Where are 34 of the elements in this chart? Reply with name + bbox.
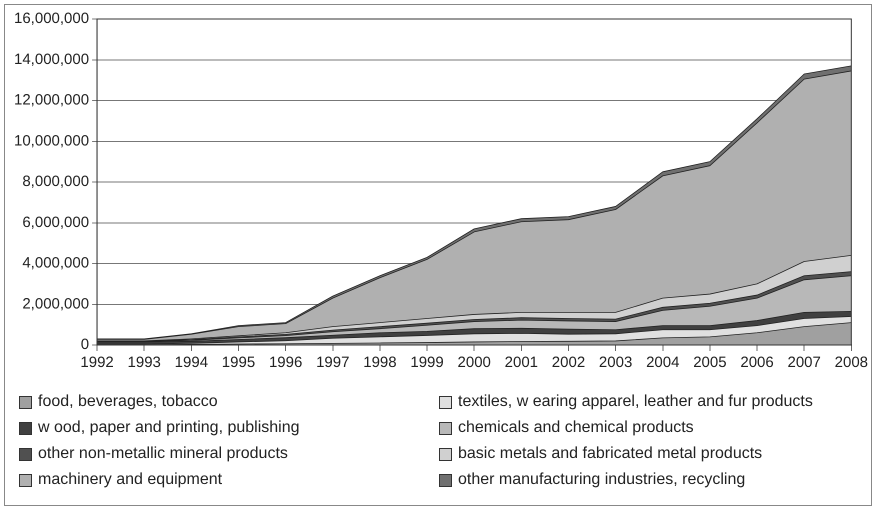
legend-label: chemicals and chemical products [458,419,694,437]
y-tick-label: 4,000,000 [22,254,90,272]
x-tick-label: 1996 [268,354,302,372]
y-tick-label: 0 [80,336,90,354]
x-tick-label: 2006 [740,354,774,372]
legend-label: textiles, w earing apparel, leather and fur products [458,393,813,411]
x-tick-label: 2007 [787,354,821,372]
x-tick-label: 1998 [363,354,397,372]
x-tick-label: 1994 [174,354,208,372]
x-tick-label: 2000 [458,354,491,372]
legend-label: machinery and equipment [38,471,222,489]
x-tick-label: 1993 [128,354,161,372]
x-tick-label: 1997 [316,354,350,372]
legend-label: other non-metallic mineral products [38,445,288,463]
x-tick-label: 2001 [504,354,538,372]
y-tick-label: 10,000,000 [14,132,90,150]
x-tick-label: 1999 [410,354,444,372]
x-tick-label: 2004 [646,354,680,372]
legend-label: food, beverages, tobacco [38,393,218,411]
x-tick-label: 2002 [552,354,586,372]
y-tick-label: 16,000,000 [14,10,90,28]
x-tick-label: 2005 [693,354,727,372]
x-tick-label: 1995 [222,354,256,372]
y-tick-label: 12,000,000 [14,92,90,109]
x-tick-label: 2003 [598,354,632,372]
legend-label: w ood, paper and printing, publishing [38,419,300,437]
x-tick-label: 1992 [80,354,114,372]
y-tick-label: 6,000,000 [22,214,90,231]
legend-label: basic metals and fabricated metal products [458,445,762,463]
y-tick-label: 2,000,000 [22,295,90,312]
legend-label: other manufacturing industries, recycling [458,471,746,489]
y-tick-label: 8,000,000 [22,173,90,190]
y-tick-label: 14,000,000 [14,50,90,68]
x-tick-label: 2008 [834,354,868,372]
